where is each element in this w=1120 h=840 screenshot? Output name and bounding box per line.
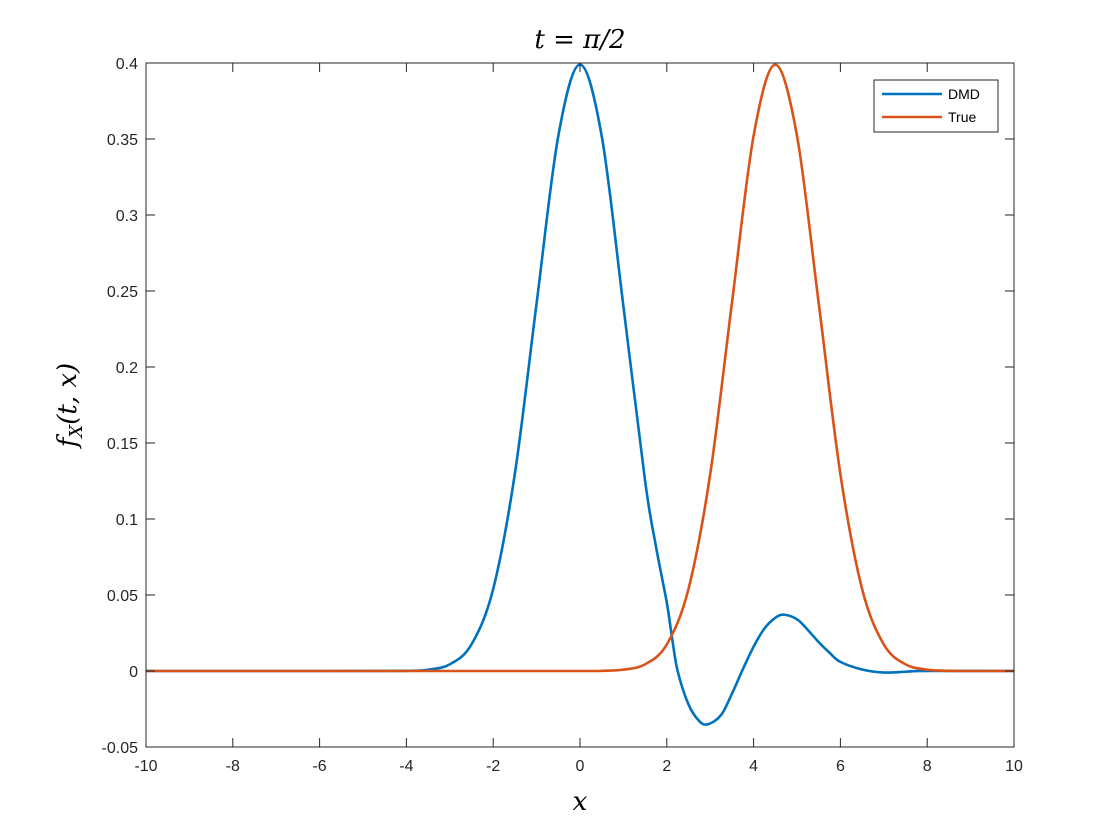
y-tick-label: 0.35 [107, 132, 138, 149]
x-tick-label: 4 [749, 758, 758, 775]
x-tick-label: 2 [662, 758, 671, 775]
x-tick-label: -4 [399, 758, 413, 775]
legend-label-dmd: DMD [948, 86, 980, 102]
legend: DMD True [873, 79, 999, 133]
x-tick-label: -2 [486, 758, 500, 775]
x-tick-label: -8 [226, 758, 240, 775]
y-axis-label-sub: X [66, 424, 87, 440]
x-tick-label: 6 [836, 758, 845, 775]
curves [145, 63, 1015, 726]
x-tick-labels: -10 -8 -6 -4 -2 0 2 4 6 8 10 [134, 758, 1023, 775]
series-line-true [146, 63, 1015, 673]
y-tick-label: 0.15 [107, 436, 138, 453]
x-tick-label: 0 [576, 758, 585, 775]
y-tick-label: 0.4 [116, 56, 138, 73]
chart-title: t = π/2 [534, 25, 625, 55]
y-axis-label-rest: (t, x) [53, 363, 83, 425]
series-line-dmd [145, 63, 1015, 726]
y-axis-label: fX(t, x) [53, 363, 87, 449]
x-tick-label: -6 [312, 758, 326, 775]
y-tick-labels: -0.05 0 0.05 0.1 0.15 0.2 0.25 0.3 0.35 0.4 [102, 56, 139, 757]
legend-label-true: True [948, 109, 976, 125]
plot-area [146, 63, 1014, 747]
x-tick-label: 10 [1005, 758, 1023, 775]
y-tick-label: 0.1 [116, 512, 138, 529]
x-axis-label: x [573, 787, 588, 817]
y-tick-label: -0.05 [102, 740, 139, 757]
y-tick-label: 0.05 [107, 588, 138, 605]
x-tick-label: -10 [134, 758, 157, 775]
y-tick-label: 0.3 [116, 208, 138, 225]
axes-box [145, 62, 1015, 748]
y-tick-label: 0 [129, 664, 138, 681]
x-tick-label: 8 [923, 758, 932, 775]
y-tick-label: 0.2 [116, 360, 138, 377]
legend-box [873, 79, 999, 133]
y-tick-label: 0.25 [107, 284, 138, 301]
